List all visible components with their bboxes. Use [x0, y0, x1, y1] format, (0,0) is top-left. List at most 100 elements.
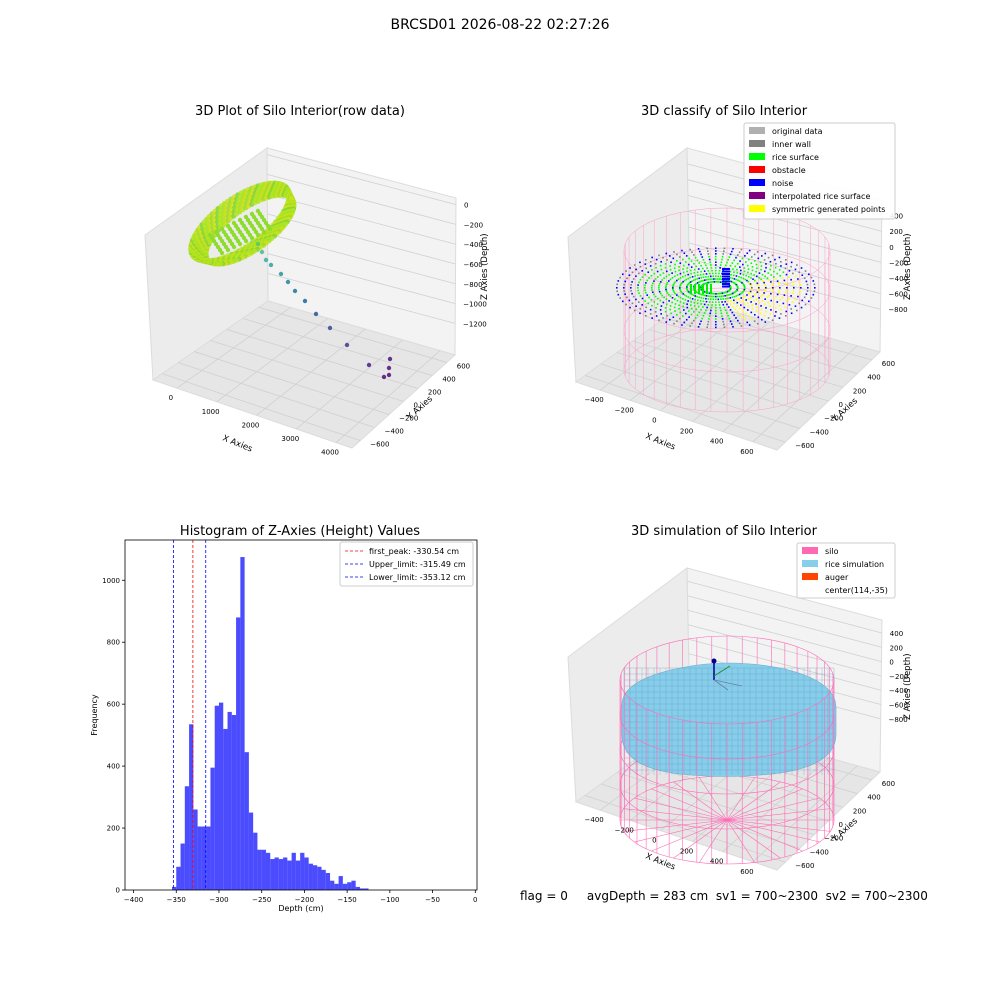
raw-data-point [213, 261, 219, 267]
classify-noise-point [722, 278, 724, 280]
simulation-y-tick-label: −400 [810, 848, 829, 856]
classify-data-point [726, 312, 728, 314]
classify-data-point [681, 291, 683, 294]
classify-data-point [784, 291, 787, 294]
classify-data-point [726, 303, 728, 306]
raw-data-point [269, 226, 275, 232]
raw-data-point [281, 219, 287, 226]
classify-rice-point [690, 284, 692, 286]
raw-data-point [200, 252, 206, 258]
classify-data-point [773, 303, 775, 305]
histogram-bar [325, 872, 331, 890]
classify-data-point [793, 287, 795, 289]
raw-data-point [276, 187, 282, 193]
classify-data-point [769, 305, 771, 307]
simulation-y-axis-label: Y Axies [830, 816, 861, 845]
raw-data-point [291, 202, 297, 208]
classify-data-point [756, 306, 758, 309]
classify-data-point [731, 292, 734, 295]
classify-data-point [698, 262, 701, 264]
raw-data-point [283, 192, 289, 199]
classify-data-point [776, 280, 779, 282]
classify-data-point [794, 305, 797, 307]
raw-data-point [202, 258, 208, 264]
raw-data-point [194, 251, 200, 258]
raw-data-point [288, 193, 294, 199]
classify-data-point [672, 285, 674, 288]
classify-data-point [751, 287, 753, 289]
classify-data-point [708, 315, 711, 317]
classify-data-point [709, 275, 712, 278]
classify-data-point [715, 301, 717, 303]
raw-data-point [224, 203, 230, 209]
classify-data-point [800, 306, 803, 309]
classify-data-point [764, 298, 766, 300]
classify-data-point [670, 312, 672, 315]
classify-data-point [669, 255, 671, 257]
raw-data-point [215, 257, 221, 264]
classify-data-point [639, 278, 642, 281]
classify-data-point [702, 290, 704, 292]
raw-data-point [259, 232, 265, 238]
classify-data-point [729, 285, 732, 288]
raw-data-point [313, 311, 319, 317]
classify-data-point [703, 261, 706, 264]
classify-data-point [741, 316, 744, 318]
classify-data-point [635, 275, 637, 277]
raw-data-point [272, 193, 278, 199]
classify-data-point [617, 280, 620, 282]
raw-data-point [206, 229, 212, 235]
classify-data-point [635, 298, 637, 301]
classify-data-point [724, 309, 727, 312]
classify-data-point [693, 287, 695, 289]
classify-data-point [735, 317, 737, 319]
raw-data-point [269, 231, 275, 237]
classify-z-tick-label: 200 [890, 228, 903, 236]
classify-data-point [736, 284, 738, 287]
classify-data-point [679, 262, 682, 265]
classify-data-point [750, 288, 753, 290]
classify-noise-point [726, 268, 729, 270]
classify-data-point [742, 290, 744, 293]
raw-data-point [217, 216, 223, 222]
raw-y-axis-label: Y Axies [405, 394, 436, 423]
classify-data-point [736, 311, 739, 313]
classify-rice-point [694, 290, 696, 292]
classify-data-point [702, 273, 705, 276]
raw-data-point [290, 202, 296, 208]
classify-data-point [715, 269, 717, 272]
classify-data-point [743, 289, 746, 291]
simulation-z-tick-label: −400 [889, 687, 908, 695]
raw-data-point [226, 257, 232, 263]
classify-data-point [794, 268, 797, 271]
classify-data-point [755, 275, 758, 278]
raw-data-point [225, 253, 232, 259]
raw-data-point [290, 206, 297, 212]
raw-data-point [200, 256, 206, 262]
classify-data-point [654, 262, 657, 265]
raw-data-point [201, 236, 207, 242]
classify-data-point [726, 261, 728, 264]
raw-data-point [285, 207, 291, 213]
classify-data-point [660, 268, 663, 271]
raw-data-point [195, 256, 201, 262]
raw-data-point [188, 246, 194, 252]
raw-data-point [286, 194, 292, 200]
classify-data-point [756, 282, 759, 285]
classify-z-tick-label: −200 [889, 259, 908, 267]
simulation-floor-pane [574, 719, 881, 871]
classify-data-point [659, 281, 662, 283]
raw-data-point [258, 182, 264, 188]
classify-data-point [770, 299, 773, 302]
classify-rice-point [698, 290, 700, 292]
raw-data-point [257, 236, 263, 242]
raw-data-point [191, 250, 197, 257]
classify-data-point [756, 322, 759, 325]
classify-data-point [733, 314, 735, 317]
classify-data-point [682, 268, 684, 270]
raw-data-point [274, 231, 280, 237]
raw-data-point [251, 226, 257, 232]
classify-data-point [792, 289, 795, 292]
raw-data-point [246, 203, 252, 209]
simulation-x-axis-label: X Axies [644, 852, 677, 873]
